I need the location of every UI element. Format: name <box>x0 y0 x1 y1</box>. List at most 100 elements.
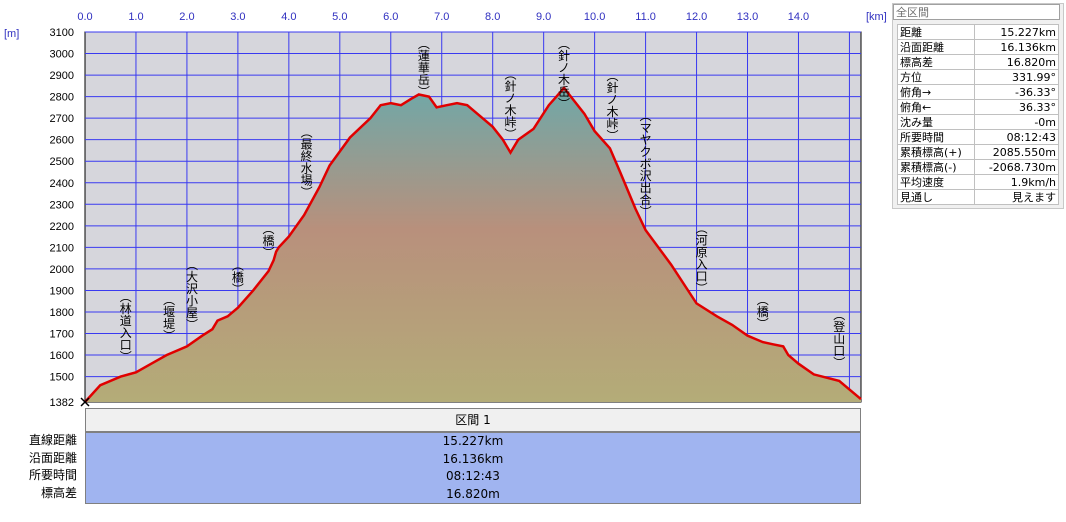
info-panel: 全区間 距離 15.227km 沿面距離 16.136km 標高差 16.820m 方位 33… <box>892 3 1064 209</box>
x-tick-label: 2.0 <box>179 11 194 23</box>
y-tick-label: 2700 <box>50 113 74 125</box>
info-label: 俯角→ <box>896 84 976 100</box>
info-value: -0m <box>974 114 1059 130</box>
info-row: 累積標高(+) 2085.550m <box>896 144 1059 160</box>
info-value: 2085.550m <box>974 144 1059 160</box>
x-tick-label: 6.0 <box>383 11 398 23</box>
info-value: 1.9km/h <box>974 174 1059 190</box>
info-value: 36.33° <box>974 99 1059 115</box>
y-tick-label: 1500 <box>50 372 74 384</box>
summary-labels: 直線距離 沿面距離 所要時間 標高差 <box>0 432 80 502</box>
annotation-label: ︵針ノ木峠︶ <box>606 69 618 143</box>
y-tick-label: 2400 <box>50 178 74 190</box>
y-tick-label: 1382 <box>50 397 74 409</box>
annotation-label: ︵蓮華岳︶ <box>418 37 430 99</box>
info-row: 沿面距離 16.136km <box>896 39 1059 55</box>
y-tick-label: 2600 <box>50 135 74 147</box>
info-row: 沈み量 -0m <box>896 114 1059 130</box>
y-tick-label: 2300 <box>50 199 74 211</box>
x-unit-label: [km] <box>866 11 887 23</box>
info-row: 平均速度 1.9km/h <box>896 174 1059 190</box>
summary-values: 15.227km 16.136km 08:12:43 16.820m <box>85 432 861 504</box>
annotation-label: ︵マヤクボ沢出合︶ <box>640 109 652 219</box>
y-tick-label: 2200 <box>50 221 74 233</box>
y-tick-label: 1900 <box>50 285 74 297</box>
annotation-label: ︵登山口︶ <box>833 308 845 370</box>
x-tick-label: 8.0 <box>485 11 500 23</box>
info-label: 方位 <box>896 69 976 85</box>
info-panel-title[interactable]: 全区間 <box>893 4 1060 20</box>
summary-value: 16.820m <box>446 486 500 501</box>
info-label: 俯角← <box>896 99 976 115</box>
info-value: 331.99° <box>974 69 1059 85</box>
annotation-label: ︵林道入口︶ <box>120 290 132 364</box>
annotation-label: ︵河原入口︶ <box>696 222 708 296</box>
x-tick-label: 13.0 <box>737 11 758 23</box>
annotation-label: ︵針ノ木峠︶ <box>505 68 517 142</box>
x-tick-label: 14.0 <box>788 11 809 23</box>
annotation-label: ︵最終水場︶ <box>301 125 313 199</box>
x-tick-label: 4.0 <box>281 11 296 23</box>
summary-value: 16.136km <box>442 451 504 466</box>
info-value: -2068.730m <box>974 159 1059 175</box>
y-tick-label: 2500 <box>50 156 74 168</box>
section-header[interactable]: 区間 1 <box>85 408 861 432</box>
profile-line <box>84 86 862 403</box>
annotation-label: ︵橋︶ <box>262 222 274 260</box>
summary-label: 標高差 <box>40 485 77 500</box>
info-row: 方位 331.99° <box>896 69 1059 85</box>
x-tick-label: 0.0 <box>77 11 92 23</box>
info-label: 所要時間 <box>896 129 976 145</box>
x-tick-label: 1.0 <box>128 11 143 23</box>
x-tick-label: 9.0 <box>536 11 551 23</box>
annotation-label: ︵大沢小屋︶ <box>186 258 198 332</box>
info-table: 距離 15.227km 沿面距離 16.136km 標高差 16.820m 方位 331.99… <box>896 24 1059 205</box>
summary-label: 直線距離 <box>28 433 77 447</box>
profile-area <box>85 88 861 402</box>
y-unit-label: [m] <box>4 28 19 40</box>
annotation-label: ︵堰堤︶ <box>163 293 175 343</box>
y-axis-ticks: 3100 3000 2900 2800 2700 2600 2500 2400 2300 2200… <box>50 27 74 409</box>
y-tick-label: 1800 <box>50 307 74 319</box>
y-tick-label: 2800 <box>50 92 74 104</box>
info-value: -36.33° <box>974 84 1059 100</box>
info-label: 標高差 <box>896 54 976 70</box>
annotation-label: ︵針ノ木岳︶ <box>558 37 570 111</box>
info-value: 16.136km <box>974 39 1059 55</box>
annotation-label: ︵橋︶ <box>232 259 244 297</box>
info-label: 累積標高(+) <box>896 144 976 160</box>
x-tick-label: 3.0 <box>230 11 245 23</box>
y-tick-label: 3100 <box>50 27 74 39</box>
info-row: 標高差 16.820m <box>896 54 1059 70</box>
x-tick-label: 12.0 <box>686 11 707 23</box>
y-tick-label: 3000 <box>50 49 74 61</box>
info-label: 沈み量 <box>896 114 976 130</box>
info-row: 距離 15.227km <box>896 24 1059 40</box>
x-tick-label: 11.0 <box>635 11 656 23</box>
info-label: 沿面距離 <box>896 39 976 55</box>
y-tick-label: 1700 <box>50 329 74 341</box>
x-axis-ticks: 0.0 1.0 2.0 3.0 4.0 5.0 6.0 7.0 8.0 9.0 10.0 11.0 12… <box>77 11 809 23</box>
info-row: 俯角← 36.33° <box>896 99 1059 115</box>
info-value: 15.227km <box>974 24 1059 40</box>
info-row: 所要時間 08:12:43 <box>896 129 1059 145</box>
summary-value: 08:12:43 <box>446 469 500 483</box>
x-tick-label: 7.0 <box>434 11 449 23</box>
info-label: 距離 <box>896 24 976 40</box>
info-row: 見通し 見えます <box>896 189 1059 205</box>
y-tick-label: 2100 <box>50 242 74 254</box>
info-row: 累積標高(-) -2068.730m <box>896 159 1059 175</box>
y-tick-label: 2000 <box>50 264 74 276</box>
x-tick-label: 10.0 <box>584 11 605 23</box>
summary-value: 15.227km <box>442 434 504 448</box>
y-tick-label: 2900 <box>50 70 74 82</box>
y-tick-label: 1600 <box>50 350 74 362</box>
x-tick-label: 5.0 <box>332 11 347 23</box>
start-marker <box>80 397 90 407</box>
info-value: 16.820m <box>974 54 1059 70</box>
summary-label: 沿面距離 <box>28 450 77 465</box>
summary-label: 所要時間 <box>28 468 77 482</box>
info-value: 08:12:43 <box>974 129 1059 145</box>
info-value: 見えます <box>974 189 1059 205</box>
